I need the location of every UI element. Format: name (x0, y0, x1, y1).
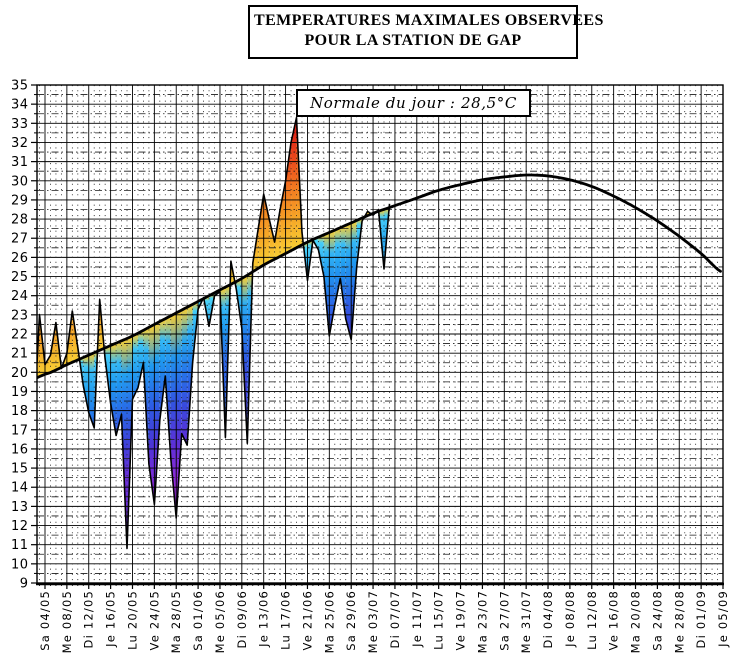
y-axis-label: 35 (11, 79, 29, 94)
y-axis-label: 27 (11, 232, 29, 247)
y-axis-label: 26 (11, 251, 29, 266)
x-axis-label: Me 31/07 (519, 590, 533, 653)
y-axis-label: 20 (11, 366, 29, 381)
x-axis-label: Ve 16/08 (607, 590, 621, 650)
deviation-fill-segment (269, 219, 275, 263)
deviation-fill-segment (154, 321, 160, 505)
y-axis-label: 34 (11, 98, 29, 113)
y-axis-label: 32 (11, 136, 29, 151)
y-axis-label: 9 (20, 577, 29, 592)
x-axis-label: Di 12/05 (82, 590, 96, 648)
deviation-fill-segment (121, 338, 128, 549)
deviation-fill-segment (132, 333, 138, 400)
deviation-fill-segment (181, 307, 188, 446)
y-axis-label: 21 (11, 347, 29, 362)
deviation-fill-segment (83, 355, 89, 413)
x-axis-label: Di 01/09 (694, 590, 708, 648)
y-axis-label: 23 (11, 308, 29, 323)
y-axis-label: 30 (11, 174, 29, 189)
y-axis-label: 16 (11, 442, 29, 457)
chart-title-box: TEMPERATURES MAXIMALES OBSERVEES POUR LA… (248, 5, 604, 59)
x-axis-label: Di 04/08 (541, 590, 555, 648)
deviation-fill-segment (323, 232, 330, 336)
x-axis-label: Je 08/08 (563, 590, 577, 648)
y-axis-label: 11 (11, 538, 29, 553)
x-axis-label: Lu 12/08 (585, 590, 599, 650)
x-axis-label: Sa 24/08 (650, 590, 664, 651)
deviation-fill-segment (137, 330, 144, 388)
y-axis-label: 28 (11, 213, 29, 228)
x-axis-label: Lu 20/05 (125, 590, 139, 650)
x-axis-label: Ve 21/06 (300, 590, 314, 650)
x-axis-label: Me 03/07 (366, 590, 380, 653)
deviation-fill-segment (148, 324, 155, 505)
deviation-fill-segment (340, 225, 346, 319)
x-axis-label: Ve 24/05 (147, 590, 161, 650)
grid-layer (37, 85, 723, 583)
deviation-fill-segment (291, 117, 297, 251)
x-axis-label: Ma 25/06 (322, 590, 336, 653)
deviation-fill-segment (45, 355, 51, 375)
x-axis-label: Di 09/06 (235, 590, 249, 648)
deviation-fill-segment (258, 194, 264, 269)
y-axis-label: 29 (11, 193, 29, 208)
deviation-fill-segment (88, 352, 95, 428)
deviation-fill-segment (159, 318, 166, 421)
deviation-fill-segment (176, 310, 182, 518)
x-axis-label: Lu 15/07 (432, 590, 446, 650)
y-axis-label: 14 (11, 481, 29, 496)
deviation-fill-segment (345, 222, 352, 340)
y-axis-label: 17 (11, 423, 29, 438)
x-axis-label: Je 11/07 (410, 590, 424, 648)
x-axis-label: Sa 04/05 (38, 590, 52, 651)
series-layer (37, 116, 722, 550)
deviation-fill-segment (187, 304, 193, 446)
normale-annotation-box: Normale du jour : 28,5°C (296, 89, 531, 117)
y-axis-label: 33 (11, 117, 29, 132)
x-axis-label: Me 05/06 (213, 590, 227, 653)
x-axis-label: Ma 20/08 (629, 590, 643, 653)
chart-title-line1: TEMPERATURES MAXIMALES OBSERVEES (254, 12, 604, 29)
y-axis-label: 24 (11, 289, 29, 304)
normal-temperature-curve (37, 173, 722, 380)
x-axis-label: Me 28/08 (672, 590, 686, 653)
y-axis-label: 22 (11, 328, 29, 343)
deviation-fill-segment (165, 315, 171, 459)
x-axis-label: Je 05/09 (716, 590, 730, 648)
x-axis-label: Ma 23/07 (475, 590, 489, 653)
deviation-fill-segment (116, 340, 122, 436)
chart-title-line2: POUR LA STATION DE GAP (304, 32, 522, 49)
y-axis-label: 10 (11, 557, 29, 572)
x-axis-label: Lu 17/06 (279, 590, 293, 650)
y-axis-label: 19 (11, 385, 29, 400)
y-axis-label: 18 (11, 404, 29, 419)
deviation-fill-segment (285, 142, 292, 254)
x-axis-label: Me 08/05 (60, 590, 74, 653)
deviation-fill-layer (37, 117, 390, 549)
normale-annotation-text: Normale du jour : 28,5°C (310, 94, 517, 112)
observed-temperature-line (37, 116, 391, 550)
x-axis-label: Sa 29/06 (344, 590, 358, 651)
deviation-fill-segment (110, 343, 117, 436)
x-axis-label: Je 16/05 (104, 590, 118, 648)
y-axis-label: 15 (11, 462, 29, 477)
y-axis-label: 13 (11, 500, 29, 515)
x-axis-label: Ma 28/05 (169, 590, 183, 653)
deviation-fill-segment (263, 194, 270, 266)
x-axis-label: Ve 19/07 (454, 590, 468, 650)
deviation-fill-segment (351, 220, 357, 340)
y-axis-label: 31 (11, 155, 29, 170)
x-axis-label: Sa 27/07 (497, 590, 511, 651)
axis-layer: 9 10 11 12 13 14 15 16 17 18 19 20 21 22 23 24 25 26 27 28 2… (11, 79, 730, 654)
y-axis-label: 12 (11, 519, 29, 534)
x-axis-label: Je 13/06 (257, 590, 271, 648)
x-axis-label: Di 07/07 (388, 590, 402, 648)
deviation-fill-segment (334, 227, 341, 306)
y-axis-label: 25 (11, 270, 29, 285)
x-axis-label: Sa 01/06 (191, 590, 205, 651)
